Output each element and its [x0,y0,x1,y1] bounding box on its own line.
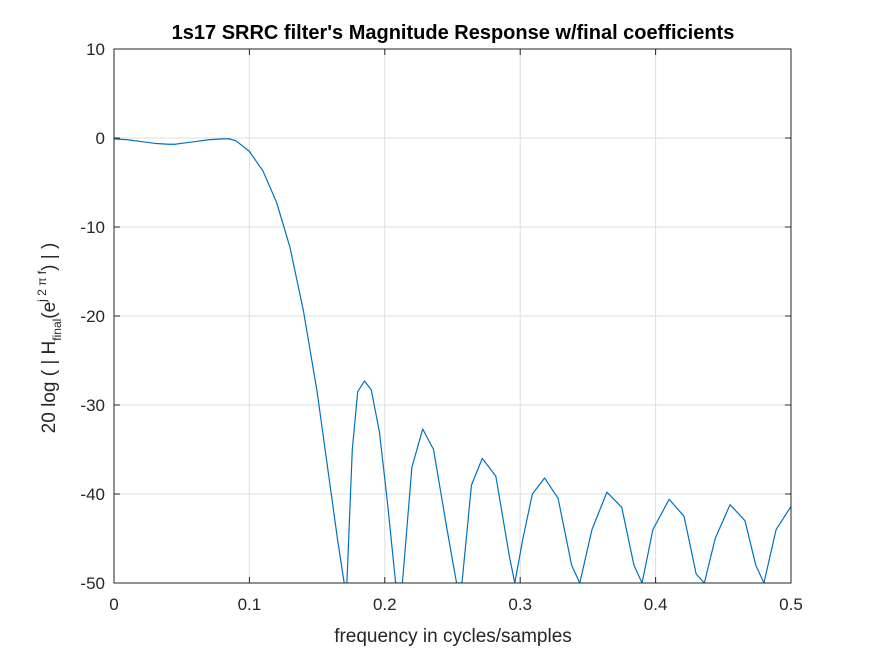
y-tick-label: -10 [80,218,105,237]
chart-title: 1s17 SRRC filter's Magnitude Response w/… [172,22,735,44]
y-axis-label-prefix: 20 log ( | H [39,341,60,434]
y-axis-label: 20 log ( | Hfinal(ej 2 π f) | ) [35,243,64,434]
x-tick-label: 0.4 [644,595,668,614]
x-tick-labels: 0 0.1 0.2 0.3 0.4 0.5 [109,595,803,614]
x-tick-label: 0.3 [508,595,532,614]
x-tick-label: 0.2 [373,595,397,614]
y-tick-label: 10 [86,40,105,59]
series-layer [114,138,791,583]
y-tick-label: 0 [96,129,105,148]
series-line [114,138,791,583]
x-tick-label: 0.5 [779,595,803,614]
x-axis-label: frequency in cycles/samples [334,626,572,647]
x-tick-label: 0 [109,595,118,614]
y-axis-label-superscript: j 2 π f [35,270,49,303]
y-axis-label-mid: (e [39,302,60,319]
y-tick-label: -30 [80,396,105,415]
y-tick-labels: -50 -40 -30 -20 -10 0 10 [80,40,105,593]
y-tick-label: -50 [80,574,105,593]
y-tick-label: -40 [80,485,105,504]
x-tick-label: 0.1 [238,595,262,614]
y-axis-label-suffix: ) | ) [39,243,60,271]
y-tick-label: -20 [80,307,105,326]
svg-text:20 log ( | Hfinal(ej 2 π f) |: 20 log ( | Hfinal(ej 2 π f) | ) [35,243,64,434]
tick-marks [113,48,792,584]
y-axis-label-subscript: final [50,319,64,341]
